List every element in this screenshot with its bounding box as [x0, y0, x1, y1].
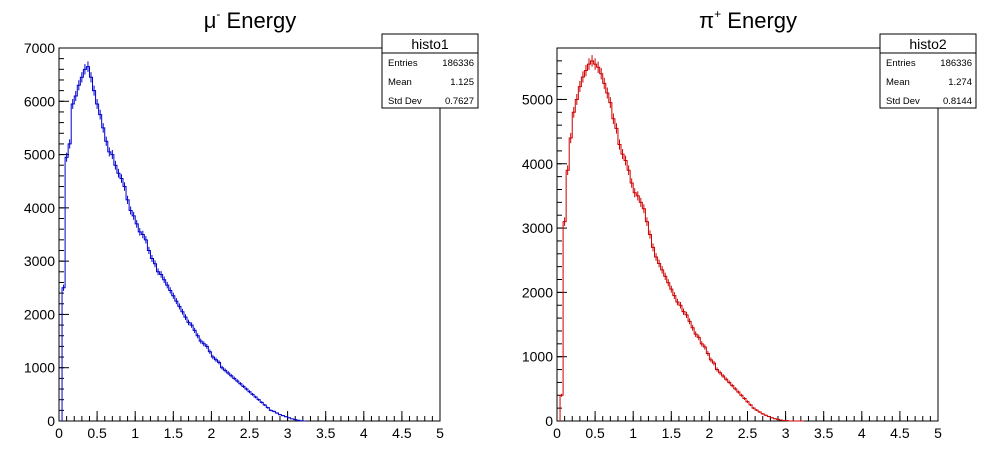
- x-tick-label: 3: [284, 425, 292, 441]
- y-tick-label: 2000: [24, 306, 55, 322]
- left-stats-value-mean: 1.125: [450, 77, 474, 88]
- left-stats-name: histo1: [411, 36, 449, 52]
- left-stats-value-stddev: 0.7627: [445, 96, 474, 107]
- x-tick-label: 5: [934, 425, 942, 441]
- y-tick-label: 0: [47, 413, 55, 429]
- y-tick-label: 5000: [522, 91, 553, 107]
- y-tick-label: 4000: [522, 156, 553, 172]
- right-histogram-panel: π+ Energy 0 0.5 1 1.5 2 2.5 3 3.5 4 4.5 5 0 1000 200…: [522, 7, 977, 441]
- left-chart-title: μ- Energy: [204, 7, 297, 33]
- right-stats-box: histo2 Entries 186336 Mean 1.274 Std Dev…: [879, 33, 977, 109]
- right-stats-value-mean: 1.274: [948, 77, 972, 88]
- x-tick-label: 5: [436, 425, 444, 441]
- x-tick-label: 1.5: [164, 425, 184, 441]
- x-tick-label: 2: [706, 425, 714, 441]
- left-y-axis: 0 1000 2000 3000 4000 5000 6000 7000: [24, 40, 69, 429]
- y-tick-label: 3000: [522, 220, 553, 236]
- x-tick-label: 0.5: [87, 425, 107, 441]
- left-x-axis: 0 0.5 1 1.5 2 2.5 3 3.5 4 4.5 5: [55, 411, 444, 441]
- left-histogram-line: [61, 66, 306, 422]
- x-tick-label: 0: [553, 425, 561, 441]
- y-tick-label: 7000: [24, 40, 55, 56]
- y-tick-label: 4000: [24, 200, 55, 216]
- x-tick-label: 1.5: [662, 425, 682, 441]
- right-stats-value-stddev: 0.8144: [943, 96, 972, 107]
- left-stats-label-entries: Entries: [388, 58, 418, 69]
- y-tick-label: 2000: [522, 284, 553, 300]
- left-stats-value-entries: 186336: [442, 58, 474, 69]
- right-x-axis: 0 0.5 1 1.5 2 2.5 3 3.5 4 4.5 5: [553, 411, 942, 441]
- right-stats-value-entries: 186336: [940, 58, 972, 69]
- x-tick-label: 2: [208, 425, 216, 441]
- left-stats-label-mean: Mean: [388, 77, 412, 88]
- x-tick-label: 2.5: [738, 425, 758, 441]
- x-tick-label: 1: [131, 425, 139, 441]
- y-tick-label: 3000: [24, 253, 55, 269]
- right-error-bars: [561, 55, 788, 421]
- y-tick-label: 0: [545, 413, 553, 429]
- y-tick-label: 1000: [522, 349, 553, 365]
- right-histogram-line: [559, 60, 804, 422]
- right-stats-label-mean: Mean: [886, 77, 910, 88]
- right-y-axis: 0 1000 2000 3000 4000 5000: [522, 47, 567, 429]
- y-tick-label: 5000: [24, 147, 55, 163]
- x-tick-label: 4: [360, 425, 368, 441]
- x-tick-label: 3.5: [814, 425, 834, 441]
- x-tick-label: 1: [629, 425, 637, 441]
- y-tick-label: 6000: [24, 93, 55, 109]
- left-error-bars: [63, 61, 302, 421]
- right-stats-label-entries: Entries: [886, 58, 916, 69]
- left-stats-label-stddev: Std Dev: [388, 96, 422, 107]
- left-stats-box: histo1 Entries 186336 Mean 1.125 Std Dev…: [381, 33, 479, 109]
- left-histogram-panel: μ- Energy 0 0.5 1 1.5 2 2.5 3 3.5 4 4.5 5 0 1000 200…: [24, 7, 479, 441]
- right-chart-title: π+ Energy: [699, 7, 797, 33]
- x-tick-label: 4: [858, 425, 866, 441]
- right-stats-name: histo2: [909, 36, 947, 52]
- x-tick-label: 3.5: [316, 425, 336, 441]
- x-tick-label: 4.5: [392, 425, 412, 441]
- x-tick-label: 0: [55, 425, 63, 441]
- x-tick-label: 0.5: [585, 425, 605, 441]
- x-tick-label: 4.5: [890, 425, 910, 441]
- y-tick-label: 1000: [24, 360, 55, 376]
- right-stats-label-stddev: Std Dev: [886, 96, 920, 107]
- x-tick-label: 3: [782, 425, 790, 441]
- x-tick-label: 2.5: [240, 425, 260, 441]
